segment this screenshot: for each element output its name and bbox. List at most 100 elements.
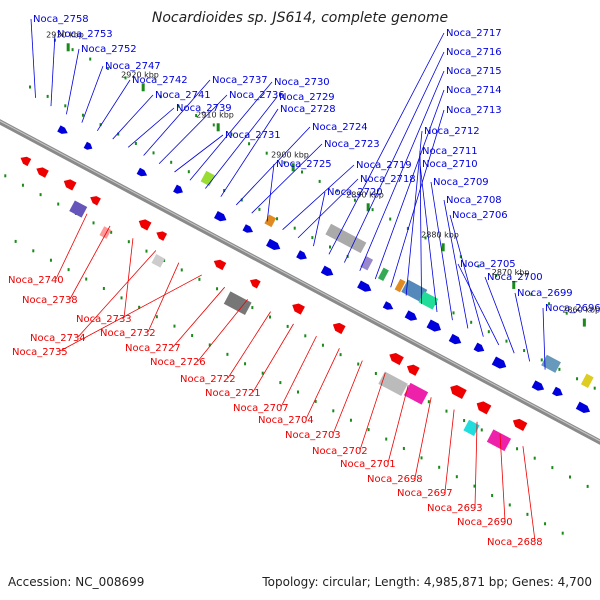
forward-gene	[357, 280, 372, 292]
tick-dot	[159, 95, 162, 99]
gene-label-top: Noca_2729	[279, 92, 335, 103]
kbp-label: 2930 kbp	[46, 30, 84, 39]
gene-label-top: Noca_2712	[424, 126, 480, 137]
tick-dot	[353, 198, 356, 202]
gene-label-top: Noca_2724	[312, 122, 368, 133]
tick-dot	[452, 311, 455, 315]
tick-dot	[173, 324, 176, 328]
tick-dot	[230, 132, 233, 136]
gene-label-top: Noca_2742	[132, 75, 188, 86]
feature-block	[99, 226, 112, 239]
gene-label-top: Noca_2741	[155, 90, 211, 101]
top-leader-line	[174, 134, 224, 173]
tick-dot	[336, 189, 339, 193]
tick-dot	[487, 330, 490, 334]
forward-gene-shape	[213, 210, 227, 222]
tick-dot	[265, 151, 268, 155]
forward-gene	[320, 265, 334, 277]
tick-dot	[561, 531, 564, 535]
tick-dot	[102, 286, 105, 290]
bottom-leader-line	[172, 286, 226, 348]
kbp-label: 2910 kbp	[196, 110, 234, 119]
gene-label-bottom: Noca_2721	[205, 388, 261, 399]
bottom-leader-line	[59, 274, 202, 352]
tick-dot	[523, 349, 526, 353]
feature-block	[200, 170, 216, 187]
gene-label-bottom: Noca_2698	[367, 474, 423, 485]
gene-label-top: Noca_2709	[433, 177, 489, 188]
reverse-gene-shape	[20, 156, 32, 167]
top-leader-line	[430, 181, 453, 321]
feature-block	[486, 429, 512, 452]
tick-dot	[21, 183, 24, 187]
feature-block	[580, 373, 594, 388]
tick-dot	[279, 381, 282, 385]
gene-label-top: Noca_2752	[81, 44, 137, 55]
forward-gene-shape	[404, 310, 418, 321]
tick-dot	[357, 362, 360, 366]
top-leader-line	[30, 18, 36, 98]
kbp-major-tick	[512, 280, 516, 289]
reverse-gene	[156, 231, 168, 241]
top-leader-line	[390, 109, 445, 288]
feature-block	[541, 354, 561, 373]
forward-gene-shape	[382, 301, 394, 310]
top-leader-line	[457, 263, 500, 346]
top-leader-line	[112, 94, 154, 140]
feature-block-shape	[200, 170, 216, 187]
reverse-gene-shape	[156, 231, 168, 241]
tick-dot	[480, 428, 483, 432]
gene-label-top: Noca_2747	[105, 61, 161, 72]
tick-dot	[138, 305, 141, 309]
topology-text: Topology: circular; Length: 4,985,871 bp…	[262, 575, 592, 589]
bottom-leader-line	[522, 446, 536, 542]
top-leader-line	[484, 276, 515, 354]
gene-label-top: Noca_2715	[446, 66, 502, 77]
tick-dot	[318, 179, 321, 183]
tick-dot	[293, 226, 296, 230]
gene-label-bottom: Noca_2738	[22, 295, 78, 306]
gene-label-top: Noca_2705	[460, 259, 516, 270]
tick-dot	[269, 315, 271, 319]
reverse-gene	[450, 384, 467, 399]
top-leader-line	[266, 163, 275, 222]
forward-gene	[575, 401, 591, 413]
gene-label-bottom: Noca_2726	[150, 357, 206, 368]
tick-dot	[565, 311, 568, 315]
gene-label-bottom: Noca_2740	[8, 275, 64, 286]
reverse-gene	[512, 418, 528, 432]
forward-gene	[83, 141, 93, 150]
reverse-gene-shape	[389, 352, 404, 366]
tick-dot	[530, 292, 533, 296]
top-leader-line	[205, 96, 278, 189]
tick-dot	[374, 371, 377, 375]
bottom-leader-line	[55, 213, 88, 280]
tick-dot	[124, 76, 127, 80]
top-leader-line	[449, 214, 484, 337]
tick-dot	[127, 240, 130, 244]
reverse-gene	[138, 219, 152, 231]
tick-dot	[402, 446, 405, 450]
reverse-gene	[20, 156, 32, 167]
forward-gene-shape	[473, 342, 485, 352]
tick-dot	[544, 522, 547, 526]
bottom-leader-line	[414, 397, 432, 479]
gene-label-bottom: Noca_2707	[233, 403, 289, 414]
tick-dot	[459, 255, 462, 259]
gene-label-bottom: Noca_2734	[30, 333, 86, 344]
feature-block-shape	[360, 256, 374, 271]
top-leader-line	[50, 33, 56, 107]
top-leader-line	[343, 51, 445, 263]
kbp-layer: 2930 kbp 2920 kbp 2910 kbp 2900 kbp 2890 kbp…	[46, 30, 600, 314]
tick-dot	[385, 437, 388, 441]
map-title: Nocardioides sp. JS614, complete genome	[151, 10, 449, 26]
tick-dot	[223, 189, 226, 193]
reverse-gene	[476, 401, 492, 415]
kbp-major-tick	[582, 318, 586, 327]
top-leader-line	[359, 70, 445, 271]
feature-block-shape	[223, 291, 252, 316]
tick-dot	[505, 339, 508, 343]
tick-dot	[329, 245, 331, 249]
tick-dot	[558, 367, 561, 371]
kbp-major-tick	[441, 243, 445, 252]
